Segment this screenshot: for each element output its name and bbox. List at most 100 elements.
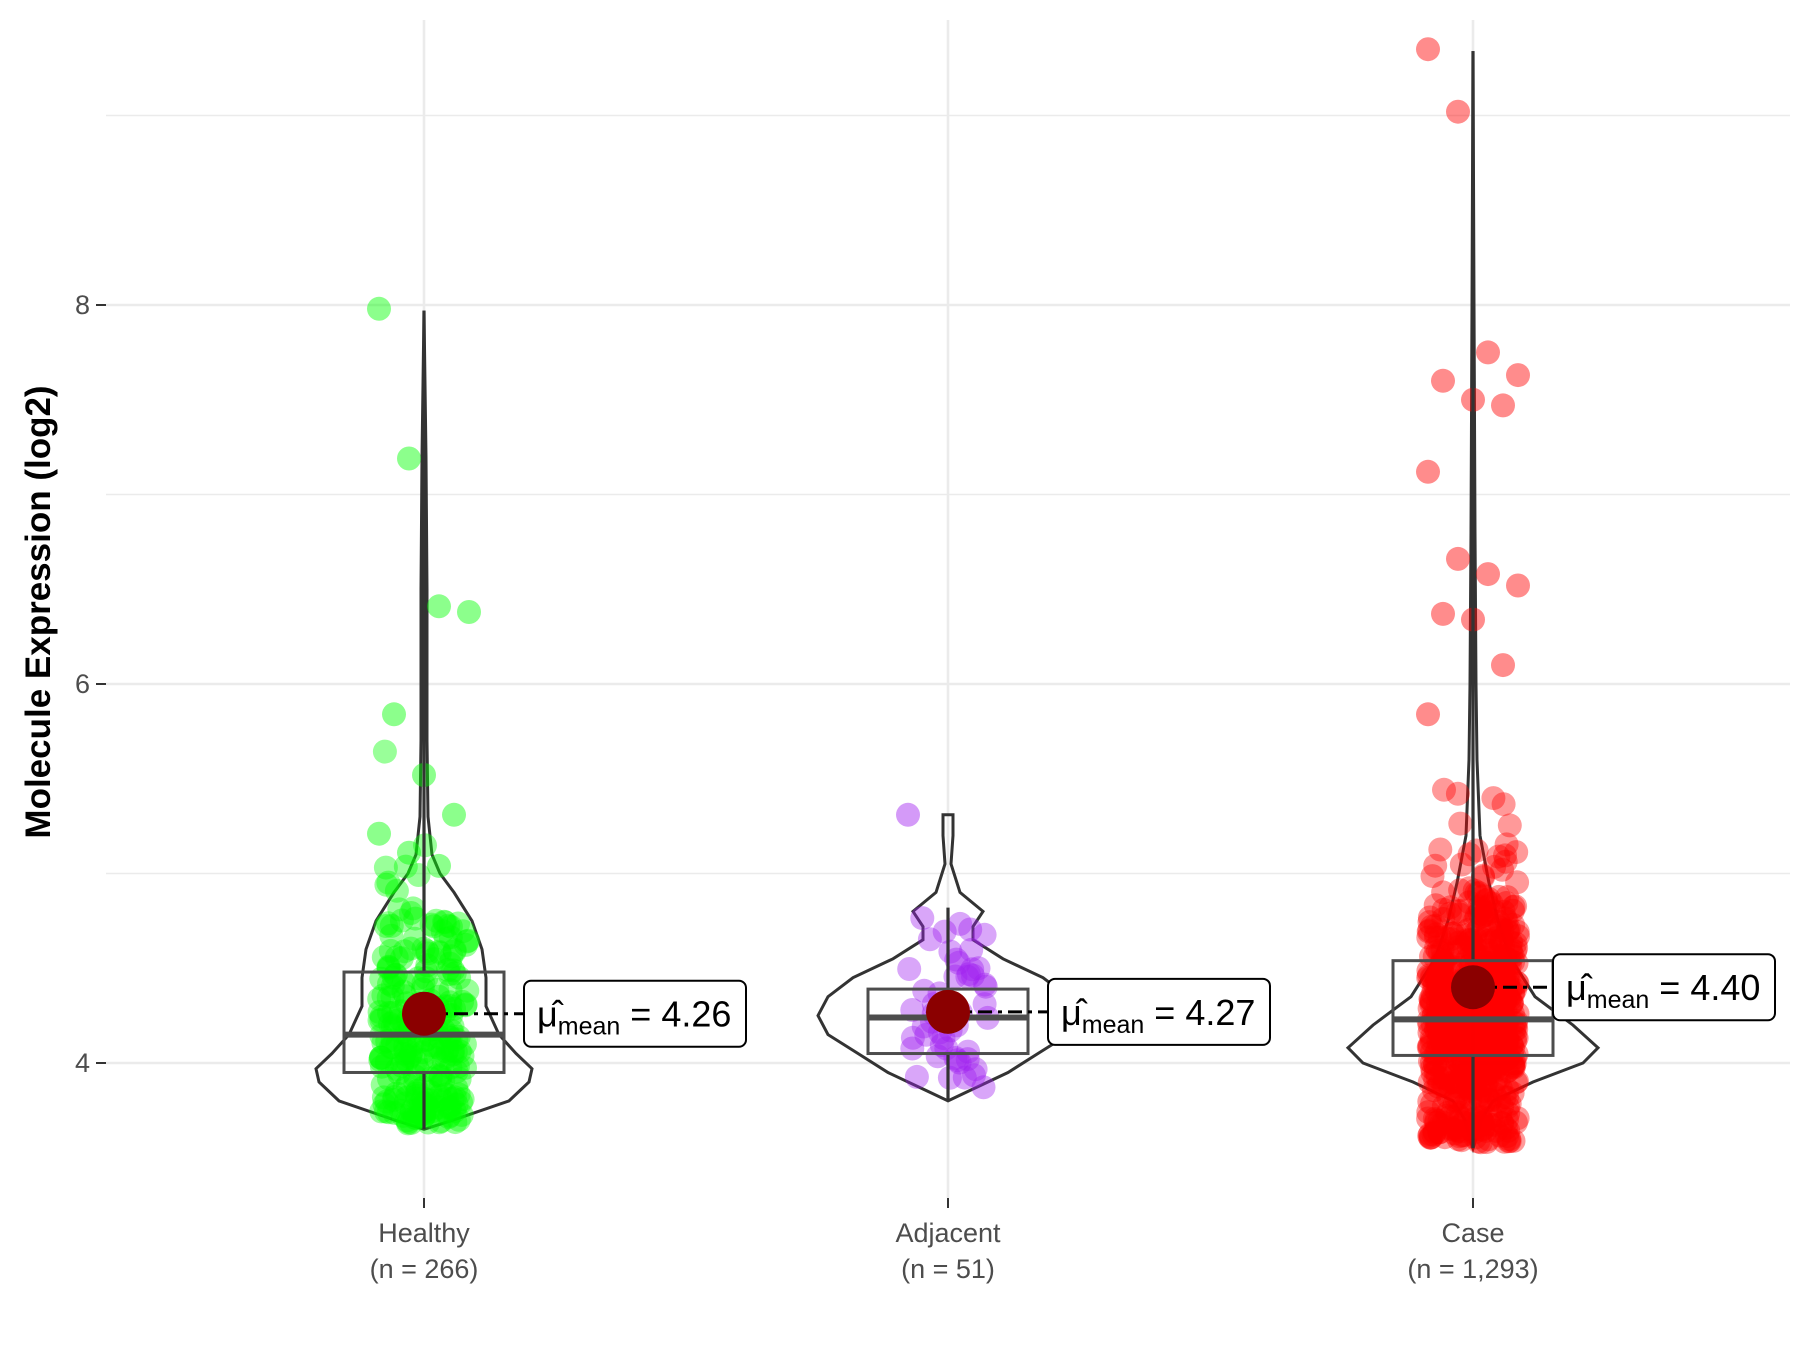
data-point bbox=[1450, 1019, 1475, 1044]
data-point bbox=[1494, 891, 1519, 915]
data-point bbox=[374, 1050, 399, 1075]
data-point bbox=[1422, 1119, 1447, 1144]
data-point bbox=[1419, 965, 1444, 990]
data-point bbox=[1464, 1114, 1489, 1139]
data-point bbox=[1503, 931, 1528, 956]
data-point bbox=[392, 1041, 417, 1066]
data-point bbox=[1473, 888, 1498, 913]
data-point bbox=[1423, 1052, 1447, 1077]
data-point bbox=[1471, 927, 1496, 952]
data-point bbox=[1433, 983, 1457, 1008]
data-point bbox=[952, 1065, 977, 1090]
data-point bbox=[1453, 1092, 1478, 1117]
data-point bbox=[1482, 1082, 1507, 1107]
data-point bbox=[1420, 1040, 1444, 1065]
data-point bbox=[1424, 1016, 1449, 1041]
data-point bbox=[1426, 974, 1451, 999]
data-point bbox=[1442, 920, 1467, 945]
data-point-outlier bbox=[1506, 573, 1530, 598]
data-point bbox=[399, 1033, 424, 1058]
data-point bbox=[1481, 951, 1506, 975]
data-point bbox=[1472, 1027, 1497, 1051]
data-point bbox=[368, 1048, 393, 1072]
data-point bbox=[1479, 891, 1504, 916]
data-point bbox=[1496, 1101, 1521, 1126]
mean-label-box bbox=[1552, 953, 1776, 1022]
data-point bbox=[391, 1048, 416, 1073]
data-point bbox=[1506, 924, 1530, 949]
data-point bbox=[1501, 895, 1526, 919]
data-point bbox=[1449, 1065, 1474, 1090]
mean-label-box bbox=[1047, 977, 1271, 1046]
data-point bbox=[409, 1090, 433, 1115]
data-point bbox=[1479, 1034, 1504, 1059]
data-point bbox=[1497, 813, 1522, 838]
axes: 4 6 8 Healthy (n = 266) Adjacent (n = 51) Case (… bbox=[75, 290, 1539, 1284]
data-point bbox=[391, 1103, 416, 1128]
data-point bbox=[427, 1110, 452, 1135]
data-point bbox=[1427, 1021, 1452, 1046]
data-point-outlier bbox=[1416, 459, 1440, 484]
data-point bbox=[937, 1065, 962, 1090]
data-point bbox=[1438, 1021, 1463, 1046]
data-point bbox=[420, 1099, 445, 1124]
data-point bbox=[948, 911, 973, 936]
data-point bbox=[1419, 990, 1444, 1015]
data-point bbox=[1493, 977, 1518, 1002]
data-point bbox=[1475, 920, 1500, 945]
data-point bbox=[376, 870, 401, 895]
data-point bbox=[411, 971, 436, 996]
data-point bbox=[1473, 1047, 1498, 1072]
data-point bbox=[423, 1045, 448, 1070]
data-point bbox=[1493, 989, 1518, 1014]
x-tick-n-label: (n = 266) bbox=[370, 1254, 479, 1284]
data-point bbox=[972, 972, 997, 997]
data-point bbox=[1446, 899, 1471, 924]
data-point bbox=[1447, 902, 1472, 927]
data-point bbox=[1491, 899, 1516, 924]
data-point bbox=[1434, 926, 1459, 951]
data-point bbox=[1505, 1069, 1529, 1094]
data-point bbox=[1493, 843, 1517, 868]
data-point bbox=[1503, 894, 1528, 919]
data-point bbox=[1464, 881, 1489, 906]
data-point bbox=[1430, 1073, 1455, 1098]
data-point bbox=[1504, 1070, 1528, 1095]
data-point bbox=[1458, 1087, 1483, 1111]
data-point bbox=[1447, 1059, 1472, 1084]
mean-point bbox=[1451, 965, 1495, 1010]
data-point bbox=[1434, 1016, 1459, 1041]
data-point bbox=[1446, 1127, 1471, 1152]
data-point bbox=[429, 1109, 454, 1133]
data-point bbox=[1476, 1127, 1501, 1152]
data-point bbox=[1449, 1028, 1474, 1053]
data-point bbox=[1446, 1069, 1470, 1094]
data-point bbox=[393, 1091, 418, 1116]
data-point bbox=[396, 1111, 420, 1136]
data-point bbox=[376, 911, 401, 936]
data-point bbox=[1448, 811, 1473, 836]
data-point bbox=[1463, 908, 1488, 933]
data-point bbox=[1480, 1028, 1505, 1053]
data-point bbox=[1484, 926, 1509, 951]
data-point bbox=[897, 957, 922, 981]
data-point bbox=[1417, 905, 1442, 930]
data-point bbox=[1430, 938, 1455, 963]
data-point bbox=[446, 1107, 471, 1132]
data-point bbox=[1427, 1120, 1451, 1145]
data-point bbox=[1432, 986, 1457, 1011]
data-point bbox=[1467, 901, 1492, 926]
data-point bbox=[444, 1092, 469, 1117]
data-point bbox=[436, 1105, 461, 1130]
data-point bbox=[431, 1068, 456, 1093]
data-point bbox=[426, 1088, 450, 1113]
data-point bbox=[1483, 953, 1508, 978]
data-point bbox=[1426, 1074, 1451, 1099]
data-point bbox=[1451, 1110, 1476, 1135]
data-point bbox=[1451, 1032, 1476, 1057]
data-point bbox=[1493, 960, 1518, 985]
data-point bbox=[1427, 1108, 1452, 1133]
data-point bbox=[1450, 898, 1474, 923]
data-point bbox=[376, 985, 401, 1010]
data-point bbox=[376, 956, 401, 981]
